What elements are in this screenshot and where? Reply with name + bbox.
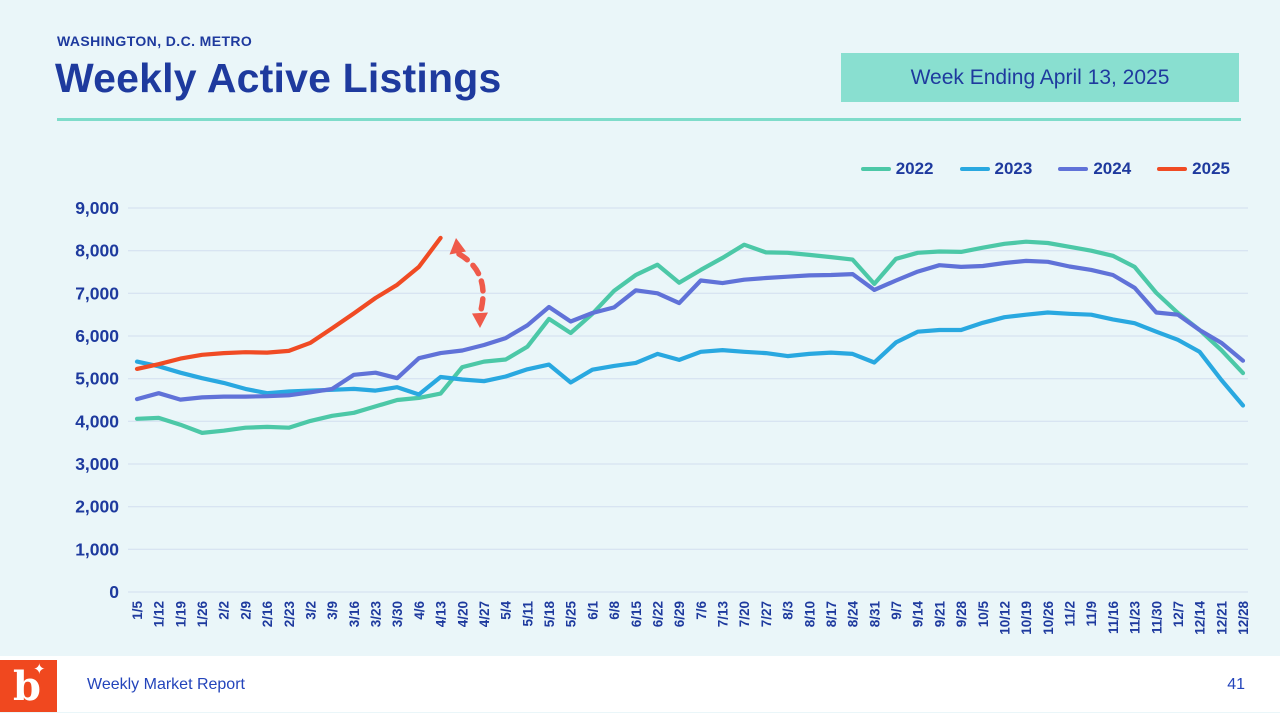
series-2022-line bbox=[134, 239, 1246, 435]
legend-item-2022: 2022 bbox=[860, 159, 934, 179]
x-axis-tick-label: 6/29 bbox=[672, 601, 687, 627]
legend-label: 2025 bbox=[1192, 159, 1230, 178]
x-axis-tick-label: 7/20 bbox=[737, 601, 752, 627]
legend-label: 2023 bbox=[994, 159, 1033, 178]
x-axis-tick-label: 9/7 bbox=[889, 601, 904, 620]
page-number: 41 bbox=[1227, 676, 1245, 693]
x-axis-tick-label: 11/16 bbox=[1106, 601, 1121, 635]
y-axis-tick-label: 4,000 bbox=[75, 411, 119, 431]
legend-item-2024: 2024 bbox=[1058, 159, 1131, 179]
x-axis-tick-label: 12/28 bbox=[1236, 601, 1251, 635]
x-axis-tick-label: 1/12 bbox=[152, 601, 167, 627]
y-axis-tick-label: 8,000 bbox=[75, 241, 119, 261]
series-2025-line bbox=[134, 235, 443, 371]
x-axis-tick-label: 9/14 bbox=[911, 601, 926, 628]
x-axis-tick-label: 6/22 bbox=[650, 601, 665, 627]
x-axis-tick-label: 6/15 bbox=[629, 601, 644, 628]
x-axis-tick-label: 10/5 bbox=[976, 601, 991, 628]
x-axis-tick-label: 3/2 bbox=[303, 601, 318, 620]
x-axis-tick-label: 12/14 bbox=[1193, 601, 1208, 635]
y-axis-tick-label: 1,000 bbox=[75, 539, 119, 559]
x-axis-tick-label: 2/2 bbox=[217, 601, 232, 620]
chart-legend: 2022 2023 2024 2025 bbox=[860, 159, 1230, 179]
x-axis-tick-label: 2/16 bbox=[260, 601, 275, 628]
x-axis-tick-label: 2/9 bbox=[238, 601, 253, 620]
legend-swatch-2024 bbox=[1058, 167, 1089, 171]
x-axis-tick-label: 10/26 bbox=[1041, 601, 1056, 635]
annotation-arrowhead-down bbox=[472, 312, 488, 328]
x-axis-tick-label: 9/28 bbox=[954, 601, 969, 628]
legend-label: 2024 bbox=[1093, 159, 1132, 178]
x-axis-tick-label: 1/5 bbox=[130, 601, 145, 620]
x-axis-tick-label: 9/21 bbox=[932, 601, 947, 628]
x-axis-tick-label: 4/6 bbox=[412, 601, 427, 620]
y-axis-tick-label: 5,000 bbox=[75, 369, 119, 389]
x-axis-tick-label: 8/31 bbox=[867, 601, 882, 628]
x-axis-tick-label: 6/8 bbox=[607, 601, 622, 620]
y-axis-tick-label: 3,000 bbox=[75, 454, 119, 474]
x-axis-tick-label: 10/12 bbox=[997, 601, 1012, 635]
report-name: Weekly Market Report bbox=[87, 676, 245, 693]
brand-logo-letter: b bbox=[13, 663, 41, 710]
footer-bar: b ✦ Weekly Market Report 41 bbox=[0, 656, 1280, 712]
legend-label: 2022 bbox=[895, 159, 934, 178]
annotation-arrow-curve bbox=[456, 251, 486, 313]
x-axis-tick-label: 3/30 bbox=[390, 601, 405, 627]
x-axis-tick-label: 1/19 bbox=[173, 601, 188, 627]
legend-item-2023: 2023 bbox=[959, 159, 1033, 179]
x-axis-tick-label: 3/9 bbox=[325, 601, 340, 620]
annotation-arrowhead-up bbox=[449, 238, 466, 255]
y-axis-tick-label: 9,000 bbox=[75, 198, 119, 218]
x-axis-tick-label: 4/13 bbox=[434, 601, 449, 628]
x-axis-tick-label: 8/24 bbox=[846, 601, 861, 628]
x-axis-tick-label: 5/11 bbox=[520, 601, 535, 627]
brand-logo: b ✦ bbox=[0, 660, 57, 712]
x-axis-tick-label: 10/19 bbox=[1019, 601, 1034, 635]
x-axis-tick-label: 12/21 bbox=[1214, 601, 1229, 635]
legend-item-2025: 2025 bbox=[1157, 159, 1230, 179]
page-title: Weekly Active Listings bbox=[55, 55, 502, 101]
x-axis-tick-label: 11/2 bbox=[1063, 601, 1078, 627]
x-axis-tick-label: 5/4 bbox=[499, 601, 514, 620]
x-axis-tick-label: 5/25 bbox=[564, 601, 579, 628]
x-axis-tick-label: 4/27 bbox=[477, 601, 492, 627]
x-axis-tick-label: 8/17 bbox=[824, 601, 839, 627]
x-axis-tick-label: 1/26 bbox=[195, 601, 210, 628]
x-axis-tick-label: 6/1 bbox=[585, 601, 600, 620]
y-axis-tick-label: 7,000 bbox=[75, 283, 119, 303]
x-axis-tick-label: 5/18 bbox=[542, 601, 557, 628]
title-underline bbox=[57, 118, 1241, 121]
x-axis-tick-label: 7/6 bbox=[694, 601, 709, 620]
x-axis-tick-label: 3/16 bbox=[347, 601, 362, 628]
x-axis-tick-label: 8/3 bbox=[781, 601, 796, 620]
x-axis-tick-label: 11/30 bbox=[1149, 601, 1164, 634]
series-2024-line bbox=[134, 258, 1246, 402]
x-axis-tick-label: 7/27 bbox=[759, 601, 774, 627]
y-axis-tick-label: 6,000 bbox=[75, 326, 119, 346]
y-axis-tick-label: 2,000 bbox=[75, 497, 119, 517]
legend-swatch-2025 bbox=[1157, 167, 1188, 171]
legend-swatch-2022 bbox=[860, 167, 891, 171]
x-axis-tick-label: 4/20 bbox=[455, 601, 470, 627]
x-axis-tick-label: 11/9 bbox=[1084, 601, 1099, 627]
kicker: WASHINGTON, D.C. METRO bbox=[57, 33, 253, 49]
legend-swatch-2023 bbox=[959, 167, 990, 171]
x-axis-tick-label: 8/10 bbox=[802, 601, 817, 627]
x-axis-tick-label: 11/23 bbox=[1128, 601, 1143, 635]
x-axis-tick-label: 3/23 bbox=[369, 601, 384, 628]
x-axis-tick-label: 2/23 bbox=[282, 601, 297, 628]
x-axis-tick-label: 7/13 bbox=[716, 601, 731, 628]
week-ending-badge: Week Ending April 13, 2025 bbox=[841, 53, 1239, 102]
x-axis-tick-label: 12/7 bbox=[1171, 601, 1186, 627]
y-axis-tick-label: 0 bbox=[109, 582, 119, 602]
sparkle-icon: ✦ bbox=[33, 661, 46, 678]
